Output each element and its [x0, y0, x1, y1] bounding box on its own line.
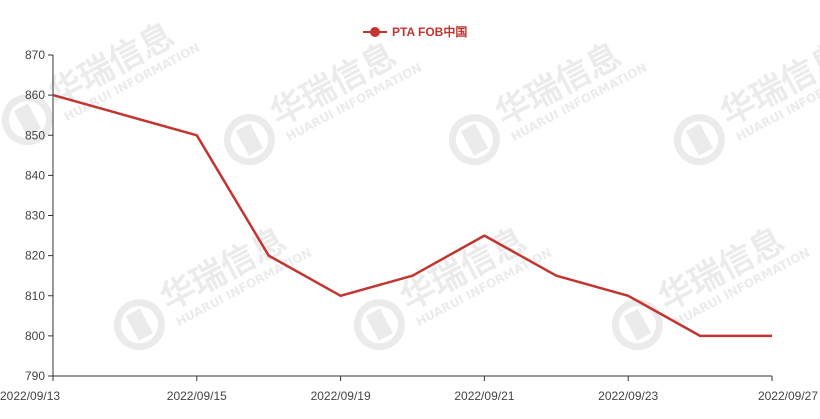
- x-tick-label: 2022/09/21: [454, 389, 514, 403]
- y-tick-label: 870: [25, 48, 45, 62]
- watermark-logo-icon: [223, 114, 275, 166]
- y-tick-label: 800: [25, 329, 45, 343]
- watermark-logo-icon: [1, 94, 53, 146]
- y-tick-label: 860: [25, 88, 45, 102]
- watermark-logo-icon: [611, 299, 663, 351]
- axes: 790 800 810 820 830 840 850 860 870 2022/09/13 202…: [0, 48, 818, 403]
- y-tick-label: 820: [25, 249, 45, 263]
- watermark-logo-icon: [353, 299, 405, 351]
- x-tick-label: 2022/09/19: [311, 389, 371, 403]
- y-tick-label: 850: [25, 128, 45, 142]
- x-tick-label: 2022/09/15: [167, 389, 227, 403]
- legend-label: PTA FOB中国: [392, 24, 467, 39]
- legend[interactable]: PTA FOB中国: [363, 24, 467, 39]
- x-tick-label: 2022/09/27: [758, 389, 818, 403]
- watermark-logo-icon: [673, 114, 725, 166]
- legend-marker-icon: [370, 27, 380, 37]
- series-line: [52, 93, 772, 338]
- y-tick-label: 790: [25, 369, 45, 383]
- x-tick-label: 2022/09/13: [0, 389, 60, 403]
- y-tick-label: 830: [25, 209, 45, 223]
- watermark-logo-icon: [448, 114, 500, 166]
- watermark-logo-icon: [113, 299, 165, 351]
- x-tick-label: 2022/09/23: [598, 389, 658, 403]
- y-tick-label: 840: [25, 168, 45, 182]
- series-layer: [52, 93, 772, 338]
- y-tick-label: 810: [25, 289, 45, 303]
